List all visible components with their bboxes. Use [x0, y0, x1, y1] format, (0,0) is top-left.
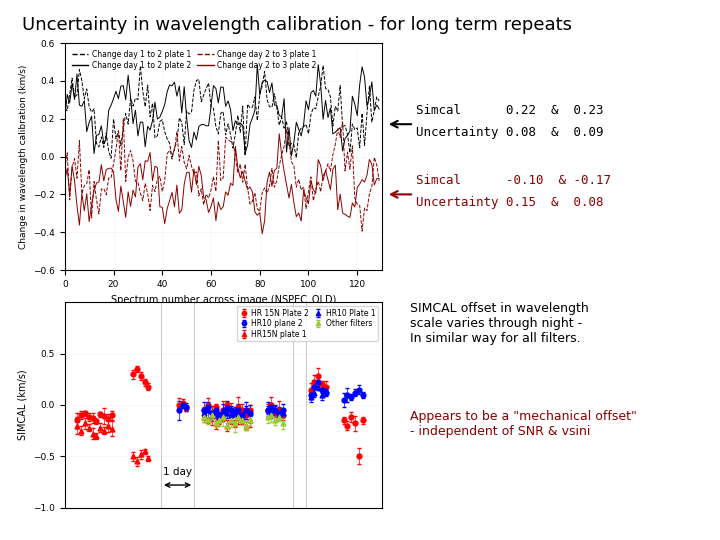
Text: SIMCAL offset in wavelength
scale varies through night -
In similar way for all : SIMCAL offset in wavelength scale varies… [410, 302, 589, 346]
Legend: HR 15N Plate 2, HR10 plane 2, HR15N plate 1, HR10 Plate 1, Other filters: HR 15N Plate 2, HR10 plane 2, HR15N plat… [237, 306, 378, 341]
Text: Simcal      -0.10  & -0.17: Simcal -0.10 & -0.17 [416, 174, 611, 187]
Y-axis label: SIMCAL (km/s): SIMCAL (km/s) [18, 370, 27, 440]
X-axis label: Spectrum number across image (NSPEC_OLD): Spectrum number across image (NSPEC_OLD) [110, 294, 336, 305]
Text: Uncertainty in wavelength calibration - for long term repeats: Uncertainty in wavelength calibration - … [22, 16, 572, 34]
Legend: Change day 1 to 2 plate 1, Change day 1 to 2 plate 2, Change day 2 to 3 plate 1,: Change day 1 to 2 plate 1, Change day 1 … [68, 47, 319, 73]
Text: 1 day: 1 day [163, 467, 192, 477]
Text: Uncertainty 0.08  &  0.09: Uncertainty 0.08 & 0.09 [416, 126, 603, 139]
Y-axis label: Change in wavelength calibration (km/s): Change in wavelength calibration (km/s) [19, 64, 27, 249]
Text: Simcal      0.22  &  0.23: Simcal 0.22 & 0.23 [416, 104, 603, 117]
Text: Uncertainty 0.15  &  0.08: Uncertainty 0.15 & 0.08 [416, 196, 603, 209]
Text: Appears to be a "mechanical offset"
- independent of SNR & vsini: Appears to be a "mechanical offset" - in… [410, 410, 637, 438]
